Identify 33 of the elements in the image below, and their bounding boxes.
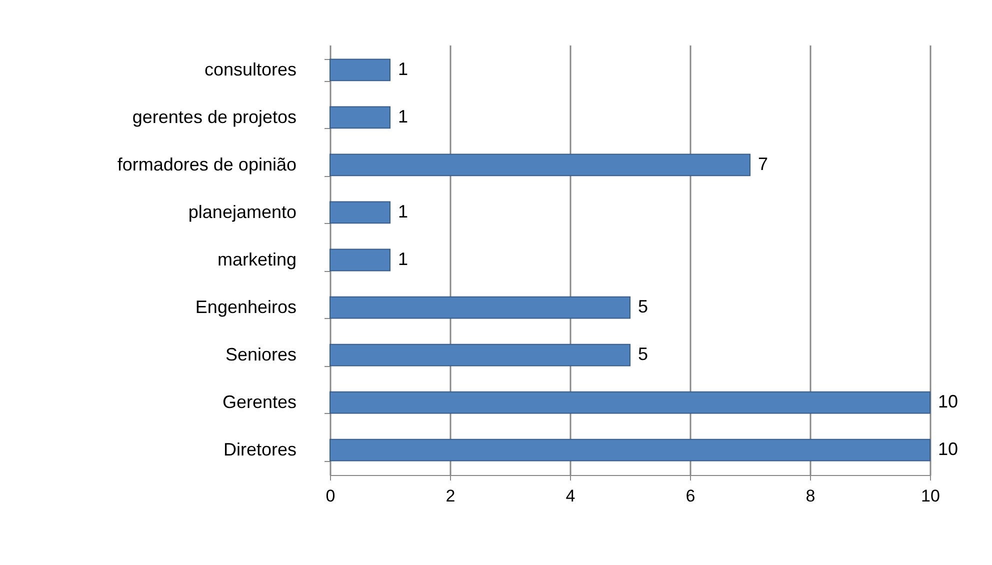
x-tick-label: 0 (326, 486, 336, 506)
y-tick-label: planejamento (188, 202, 296, 222)
bar (330, 106, 390, 129)
x-tick-label: 2 (446, 486, 456, 506)
bar (330, 201, 390, 224)
x-tick-label: 10 (921, 486, 940, 506)
bar (330, 438, 930, 462)
y-tick-label: Engenheiros (195, 297, 296, 318)
y-tick-label: gerentes de projetos (132, 106, 296, 127)
y-tick-label: consultores (204, 59, 296, 80)
data-label: 5 (638, 296, 648, 317)
bar (330, 296, 630, 319)
data-label: 1 (398, 249, 408, 269)
bar (330, 58, 390, 82)
y-tick-label: Seniores (225, 344, 296, 365)
data-label: 10 (938, 439, 958, 460)
data-label: 5 (638, 344, 648, 364)
bar (330, 344, 630, 366)
y-tick-label: formadores de opinião (117, 154, 296, 174)
y-tick-label: Gerentes (222, 392, 296, 412)
bar (330, 154, 750, 176)
y-tick-label: Diretores (223, 440, 296, 460)
bar (330, 248, 390, 272)
y-tick-label: marketing (217, 250, 296, 270)
x-tick-label: 4 (566, 486, 576, 506)
data-label: 1 (398, 106, 408, 126)
bar (330, 391, 930, 414)
x-tick-label: 6 (686, 486, 696, 506)
data-label: 10 (938, 392, 958, 412)
data-label: 7 (758, 154, 768, 174)
data-label: 1 (398, 201, 408, 222)
data-label: 1 (398, 58, 408, 79)
x-tick-label: 8 (806, 486, 816, 506)
